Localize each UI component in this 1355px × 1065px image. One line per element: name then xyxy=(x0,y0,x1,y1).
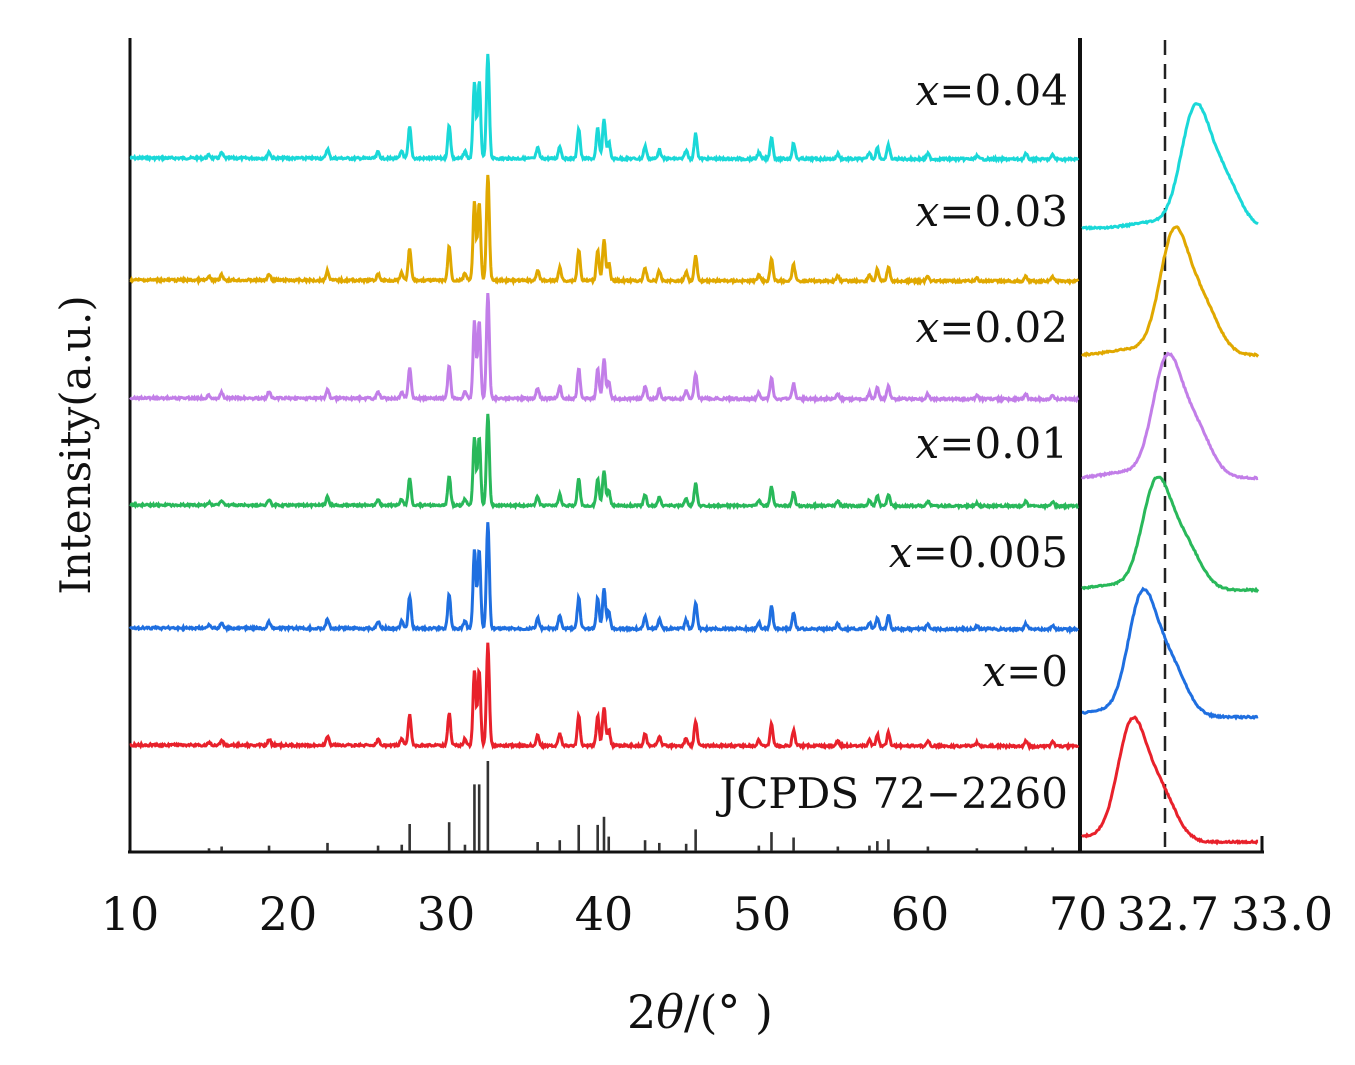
series-label: x=0.02 xyxy=(916,303,1068,352)
main-trace-4 xyxy=(128,522,1080,635)
series-label: x=0 xyxy=(982,647,1068,696)
series-label: x=0.04 xyxy=(916,66,1068,115)
inset-trace-0 xyxy=(1081,101,1259,231)
reference-pattern xyxy=(207,761,1055,851)
x-tick-label: 10 xyxy=(101,887,160,941)
inset-trace-4 xyxy=(1082,586,1259,721)
inset-traces xyxy=(1081,101,1260,846)
main-trace-0 xyxy=(129,53,1080,165)
inset-trace-3 xyxy=(1081,475,1260,594)
series-label: x=0.01 xyxy=(916,419,1068,468)
series-label: x=0.03 xyxy=(916,187,1068,236)
inset-trace-1 xyxy=(1081,225,1260,358)
main-trace-5 xyxy=(129,642,1080,752)
inset-trace-5 xyxy=(1081,715,1259,846)
main-traces xyxy=(128,53,1080,752)
series-labels: x=0.04 x=0.03 x=0.02 x=0.01 x=0.005 x=0 xyxy=(889,66,1068,696)
x-tick-label: 60 xyxy=(891,887,950,941)
main-trace-1 xyxy=(129,174,1080,287)
x-tick-label: 50 xyxy=(733,887,792,941)
inset-trace-2 xyxy=(1081,351,1259,481)
series-label: x=0.005 xyxy=(889,528,1068,577)
main-trace-2 xyxy=(129,292,1080,405)
x-tick-label-inset: 33.0 xyxy=(1231,887,1333,941)
y-axis-label: Intensity(a.u.) xyxy=(51,295,100,595)
x-tick-label: 20 xyxy=(259,887,318,941)
x-tick-labels: 10 20 30 40 50 60 70 32.7 33.0 xyxy=(101,887,1333,941)
x-tick-label: 30 xyxy=(417,887,476,941)
x-axis-label: 2θ/(° ) xyxy=(627,985,773,1039)
reference-label: JCPDS 72−2260 xyxy=(715,769,1068,818)
x-tick-label: 70 xyxy=(1049,887,1108,941)
x-tick-label: 40 xyxy=(575,887,634,941)
main-trace-3 xyxy=(129,413,1079,512)
x-tick-label-inset: 32.7 xyxy=(1117,887,1219,941)
